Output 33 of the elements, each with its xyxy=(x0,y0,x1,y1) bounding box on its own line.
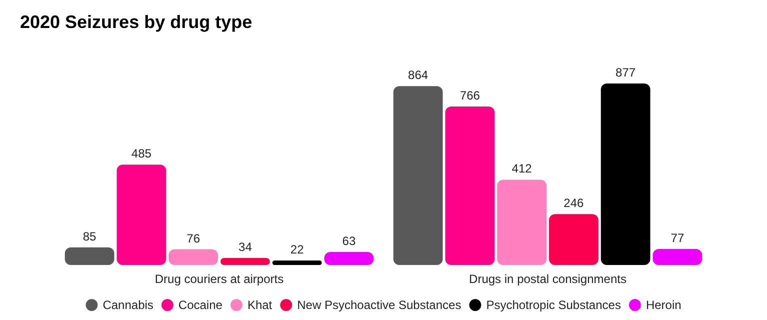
bar xyxy=(393,86,443,265)
legend-label: Cocaine xyxy=(178,298,223,312)
bar xyxy=(445,106,495,265)
data-label: 412 xyxy=(512,162,532,176)
legend-label: Cannabis xyxy=(102,298,154,312)
legend-label: Heroin xyxy=(646,298,682,312)
legend-label: Khat xyxy=(247,298,273,312)
bar xyxy=(116,164,166,265)
bar xyxy=(220,258,270,265)
bar xyxy=(168,249,218,265)
bar xyxy=(497,180,547,265)
legend-label: Psychotropic Substances xyxy=(486,298,621,312)
data-label: 77 xyxy=(670,231,684,246)
data-label: 76 xyxy=(186,231,200,246)
bar xyxy=(600,83,650,265)
bar xyxy=(64,247,114,265)
chart-title: 2020 Seizures by drug type xyxy=(20,12,252,32)
bar xyxy=(324,252,374,265)
data-label: 246 xyxy=(564,196,584,210)
x-tick-label: Drugs in postal consignments xyxy=(469,272,626,286)
data-label: 877 xyxy=(616,65,636,80)
x-tick-label: Drug couriers at airports xyxy=(154,272,284,286)
bar xyxy=(272,260,322,265)
data-label: 22 xyxy=(290,242,304,256)
data-label: 766 xyxy=(460,88,480,102)
data-label: 85 xyxy=(82,229,97,244)
data-label: 63 xyxy=(342,234,356,248)
data-label: 485 xyxy=(131,146,152,161)
data-label: 34 xyxy=(238,240,252,254)
bar xyxy=(548,214,598,265)
bar xyxy=(652,249,702,265)
legend-label: New Psychoactive Substances xyxy=(297,298,462,312)
data-label: 864 xyxy=(408,68,428,82)
